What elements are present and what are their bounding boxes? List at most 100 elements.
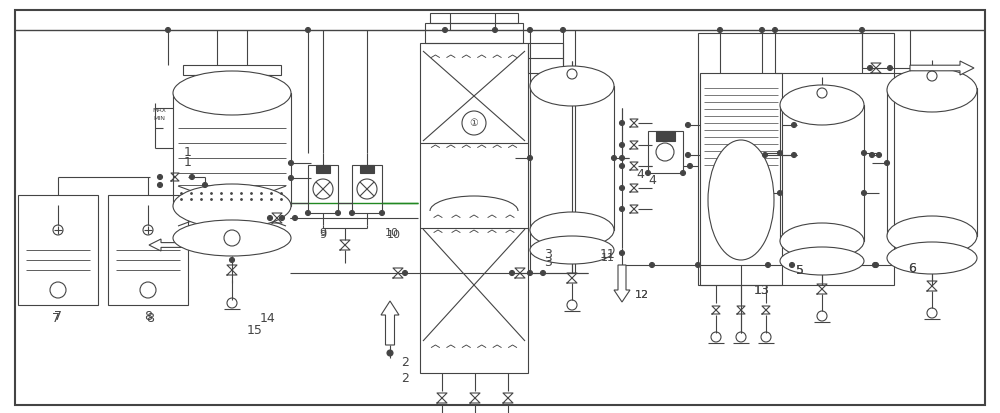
Text: 6: 6 bbox=[908, 261, 916, 275]
Circle shape bbox=[620, 121, 624, 126]
Circle shape bbox=[158, 175, 162, 180]
Ellipse shape bbox=[887, 242, 977, 274]
Text: 4: 4 bbox=[648, 173, 656, 187]
Circle shape bbox=[760, 28, 765, 33]
Text: 5: 5 bbox=[796, 264, 804, 278]
Circle shape bbox=[306, 211, 310, 216]
Bar bbox=[308, 165, 338, 213]
Circle shape bbox=[387, 350, 393, 356]
Bar bbox=[316, 165, 330, 173]
Ellipse shape bbox=[887, 68, 977, 112]
Circle shape bbox=[646, 171, 650, 176]
Circle shape bbox=[402, 271, 408, 275]
Text: 9: 9 bbox=[319, 228, 327, 238]
Circle shape bbox=[680, 171, 686, 176]
Circle shape bbox=[650, 263, 654, 268]
Text: 3: 3 bbox=[544, 256, 552, 270]
Circle shape bbox=[306, 28, 310, 33]
Circle shape bbox=[560, 28, 566, 33]
Circle shape bbox=[202, 183, 208, 188]
Circle shape bbox=[862, 190, 866, 195]
Bar bbox=[108, 195, 188, 305]
Circle shape bbox=[336, 211, 340, 216]
Bar bbox=[173, 93, 291, 206]
Circle shape bbox=[280, 216, 285, 221]
Circle shape bbox=[380, 211, 384, 216]
Text: 1: 1 bbox=[184, 147, 192, 159]
Text: 2: 2 bbox=[401, 372, 409, 385]
Circle shape bbox=[528, 156, 532, 161]
Text: 1: 1 bbox=[184, 157, 192, 169]
Circle shape bbox=[718, 28, 722, 33]
Text: 8: 8 bbox=[146, 311, 154, 325]
Circle shape bbox=[528, 271, 532, 275]
Text: 13: 13 bbox=[754, 285, 770, 297]
Text: 11: 11 bbox=[601, 253, 615, 263]
Circle shape bbox=[442, 28, 448, 33]
Circle shape bbox=[540, 271, 546, 275]
Circle shape bbox=[620, 164, 624, 169]
Circle shape bbox=[158, 183, 162, 188]
Text: 3: 3 bbox=[544, 249, 552, 261]
Bar bbox=[648, 131, 683, 173]
Bar bbox=[780, 105, 864, 241]
Ellipse shape bbox=[780, 223, 864, 259]
Ellipse shape bbox=[173, 220, 291, 256]
Text: 8: 8 bbox=[144, 311, 152, 323]
Circle shape bbox=[885, 161, 890, 166]
Bar bbox=[420, 43, 528, 373]
Circle shape bbox=[292, 216, 298, 221]
Ellipse shape bbox=[173, 184, 291, 228]
Bar bbox=[700, 73, 782, 285]
Circle shape bbox=[620, 156, 624, 161]
Circle shape bbox=[778, 190, 782, 195]
Circle shape bbox=[612, 156, 616, 161]
Text: 15: 15 bbox=[247, 325, 263, 337]
Text: 10: 10 bbox=[385, 228, 399, 238]
Ellipse shape bbox=[530, 66, 614, 106]
Text: 4: 4 bbox=[636, 169, 644, 181]
Text: 13: 13 bbox=[754, 285, 770, 297]
Ellipse shape bbox=[780, 247, 864, 275]
Bar bbox=[698, 33, 894, 285]
Bar bbox=[425, 23, 523, 43]
Ellipse shape bbox=[530, 212, 614, 248]
Bar bbox=[430, 13, 518, 23]
Bar bbox=[887, 88, 977, 236]
Ellipse shape bbox=[887, 216, 977, 256]
Text: 12: 12 bbox=[635, 290, 649, 300]
Circle shape bbox=[772, 28, 778, 33]
Circle shape bbox=[766, 263, 770, 268]
Circle shape bbox=[166, 28, 170, 33]
FancyArrow shape bbox=[149, 239, 196, 251]
Text: 2: 2 bbox=[401, 356, 409, 370]
Circle shape bbox=[778, 150, 782, 156]
Circle shape bbox=[510, 271, 514, 275]
Ellipse shape bbox=[708, 140, 774, 260]
Circle shape bbox=[790, 263, 794, 268]
Circle shape bbox=[874, 263, 879, 268]
Text: MAX: MAX bbox=[152, 109, 166, 114]
Circle shape bbox=[620, 185, 624, 190]
Circle shape bbox=[686, 152, 690, 157]
Circle shape bbox=[230, 257, 234, 263]
Bar bbox=[18, 195, 98, 305]
Circle shape bbox=[350, 211, 354, 216]
Circle shape bbox=[528, 28, 532, 33]
Text: 12: 12 bbox=[635, 290, 649, 300]
FancyArrow shape bbox=[381, 301, 399, 345]
Text: MIN: MIN bbox=[153, 116, 165, 121]
Circle shape bbox=[792, 123, 796, 128]
Ellipse shape bbox=[780, 85, 864, 125]
FancyArrow shape bbox=[910, 61, 974, 75]
Text: 9: 9 bbox=[319, 230, 327, 240]
Bar bbox=[360, 165, 374, 173]
Circle shape bbox=[190, 175, 194, 180]
Circle shape bbox=[870, 152, 874, 157]
Bar bbox=[193, 75, 271, 93]
Circle shape bbox=[686, 123, 690, 128]
Circle shape bbox=[688, 164, 692, 169]
Text: 5: 5 bbox=[796, 264, 804, 278]
Circle shape bbox=[876, 152, 882, 157]
Bar bbox=[352, 165, 382, 213]
